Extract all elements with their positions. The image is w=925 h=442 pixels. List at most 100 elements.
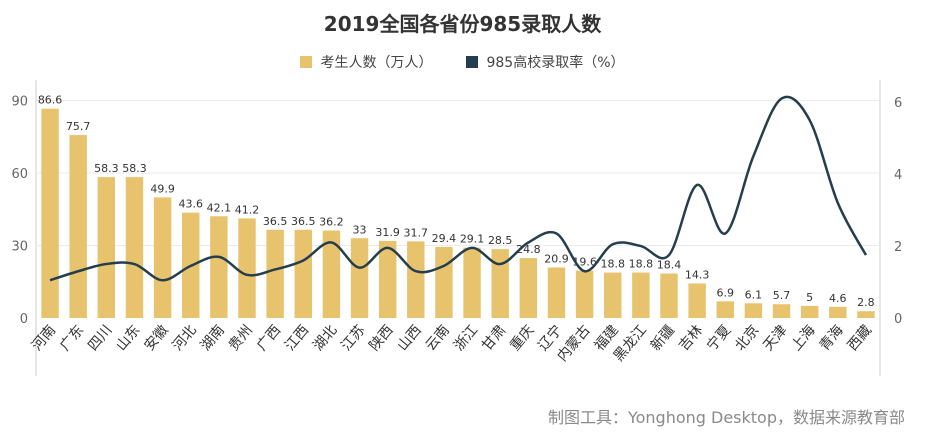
bar-value-label: 5 [806, 291, 813, 304]
category-label: 山东 [113, 322, 143, 354]
line-series-admission-rate [49, 95, 868, 282]
bar-value-label: 18.8 [629, 258, 654, 271]
bar [604, 272, 622, 318]
bar [575, 270, 594, 318]
bar-value-label: 42.1 [207, 201, 232, 214]
bar [632, 272, 650, 318]
bar [519, 258, 538, 318]
bar [41, 108, 59, 318]
bar-value-label: 6.1 [745, 288, 763, 301]
bar-value-label: 28.5 [488, 234, 513, 247]
category-label: 河南 [29, 322, 59, 354]
legend-item-line[interactable]: 985高校录取率（%） [466, 52, 625, 72]
category-label: 江苏 [338, 322, 368, 354]
bar-value-label: 33 [353, 223, 367, 236]
bar [350, 238, 369, 318]
bar-value-label: 2.8 [857, 296, 875, 309]
bar [407, 241, 425, 318]
bar [322, 230, 341, 318]
category-label: 河北 [170, 322, 200, 354]
category-label: 上海 [788, 322, 818, 354]
bar [688, 283, 706, 318]
bar-value-label: 29.4 [432, 232, 457, 245]
bar [547, 267, 566, 318]
y-right-tick-label: 2 [894, 240, 902, 255]
bar-value-label: 5.7 [773, 289, 791, 302]
category-label: 北京 [732, 322, 762, 354]
bar-value-label: 18.8 [600, 258, 625, 271]
bar-value-label: 41.2 [235, 203, 260, 216]
legend-item-bar[interactable]: 考生人数（万人） [300, 52, 432, 72]
bar-value-label: 49.9 [150, 182, 175, 195]
category-label: 广西 [254, 322, 284, 354]
category-label: 重庆 [507, 322, 537, 354]
category-label: 甘肃 [479, 322, 509, 354]
category-label: 陕西 [366, 322, 396, 354]
category-label: 吉林 [676, 322, 706, 354]
bar [125, 177, 144, 318]
bar [660, 273, 678, 318]
bar [829, 306, 847, 318]
legend-label-bar: 考生人数（万人） [320, 55, 433, 71]
bar [435, 246, 453, 318]
bar [463, 247, 481, 318]
category-label: 四川 [85, 322, 115, 354]
bar-value-label: 58.3 [94, 162, 119, 175]
bar [744, 303, 763, 318]
y-right-tick-label: 6 [894, 96, 902, 111]
category-label: 浙江 [451, 322, 481, 354]
bar-value-label: 31.9 [375, 226, 400, 239]
y-right-tick-label: 0 [894, 312, 902, 327]
bar [238, 218, 256, 318]
y-left-tick-label: 30 [11, 240, 28, 255]
category-label: 贵州 [226, 322, 256, 354]
y-right-tick-label: 4 [894, 168, 902, 183]
chart-title: 2019全国各省份985录取人数 [323, 12, 602, 36]
legend: 考生人数（万人） 985高校录取率（%） [0, 52, 925, 72]
source-note: 制图工具：Yonghong Desktop，数据来源教育部 [547, 408, 905, 427]
bar-value-label: 86.6 [38, 94, 63, 107]
bar-value-label: 36.2 [319, 216, 344, 229]
category-label: 云南 [423, 322, 453, 354]
bar [491, 249, 509, 318]
bar-value-label: 31.7 [404, 226, 429, 239]
category-label: 安徽 [141, 322, 171, 354]
category-label: 江西 [282, 322, 312, 354]
bar-value-label: 75.7 [66, 120, 91, 133]
bar-value-label: 20.9 [544, 252, 569, 265]
bar-value-label: 36.5 [263, 215, 288, 228]
bar-value-label: 43.6 [178, 198, 203, 211]
legend-swatch-bar [300, 56, 313, 68]
y-left-tick-label: 90 [11, 95, 28, 110]
category-label: 新疆 [648, 322, 678, 354]
y-left-tick-label: 0 [20, 312, 28, 327]
bar [210, 216, 228, 318]
bar [97, 177, 116, 318]
category-label: 广东 [57, 322, 87, 354]
bar [378, 240, 397, 318]
category-label: 宁夏 [703, 322, 734, 354]
bar [266, 229, 284, 318]
bar [716, 301, 734, 318]
legend-swatch-line [466, 56, 479, 68]
category-label: 西藏 [845, 322, 875, 354]
category-label: 天津 [760, 322, 790, 354]
bar [857, 311, 875, 318]
bar-value-label: 6.9 [717, 286, 735, 299]
y-left-tick-label: 60 [11, 167, 28, 182]
bar [69, 135, 87, 318]
category-label: 湖南 [198, 322, 228, 354]
bar [772, 304, 791, 318]
bar-value-label: 36.5 [291, 215, 316, 228]
bar-value-label: 4.6 [829, 292, 847, 305]
category-label: 青海 [817, 322, 847, 354]
category-label: 山西 [395, 322, 425, 354]
legend-label-line: 985高校录取率（%） [486, 55, 625, 71]
category-label: 湖北 [310, 322, 340, 354]
bar [800, 305, 819, 318]
bar-value-label: 18.4 [657, 259, 682, 272]
bar-value-label: 58.3 [122, 162, 147, 175]
bar [153, 197, 172, 318]
bar [294, 229, 312, 318]
